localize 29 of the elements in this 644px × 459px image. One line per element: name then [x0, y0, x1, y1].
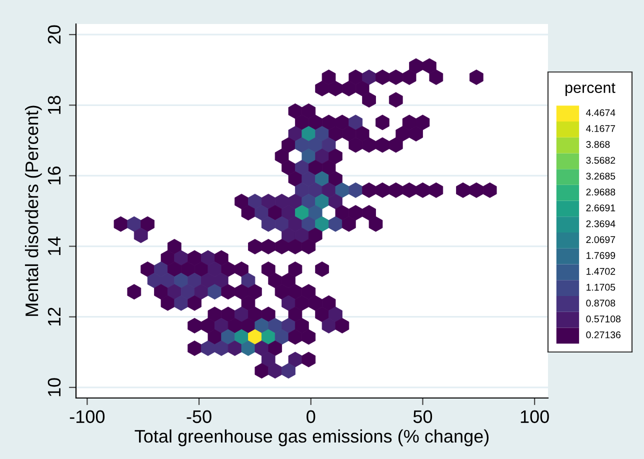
color-bar-label: 1.7699 [586, 252, 616, 259]
x-tick-label: 0 [306, 410, 316, 424]
y-tick-label: 20 [48, 25, 61, 44]
x-tick-label: 100 [520, 410, 549, 424]
color-bar-label: 2.3694 [586, 220, 616, 228]
color-bar-label: 2.0697 [586, 236, 616, 244]
color-bar-label: 1.4702 [586, 268, 616, 275]
y-tick-label: 14 [48, 236, 60, 255]
color-bar-label: 0.8708 [586, 300, 616, 307]
color-bar-label: 0.57108 [586, 316, 621, 322]
color-bar-label: 1.1705 [586, 284, 616, 291]
x-tick-label: -100 [70, 410, 105, 424]
color-bar-label: 3.2685 [586, 172, 616, 180]
color-bar-label: 0.27136 [586, 331, 621, 338]
y-axis-title: Mental disorders (Percent) [24, 106, 42, 316]
color-bar-title: percent [566, 82, 616, 96]
color-bar-label: 4.1677 [586, 125, 616, 132]
color-bar-label: 3.868 [586, 140, 610, 148]
color-bar-label: 2.6691 [586, 204, 616, 212]
color-bar-label: 3.5682 [586, 156, 616, 164]
y-tick-label: 18 [48, 96, 61, 114]
y-tick-label: 10 [48, 378, 61, 396]
y-tick-label: 12 [48, 308, 60, 326]
color-bar-label: 4.4674 [586, 109, 616, 116]
x-tick-label: -50 [186, 410, 212, 424]
x-tick-label: 50 [413, 410, 432, 424]
y-tick-label: 16 [48, 166, 61, 184]
x-axis-title: Total greenhouse gas emissions (% change) [134, 429, 489, 446]
color-bar-label: 2.9688 [586, 188, 616, 196]
